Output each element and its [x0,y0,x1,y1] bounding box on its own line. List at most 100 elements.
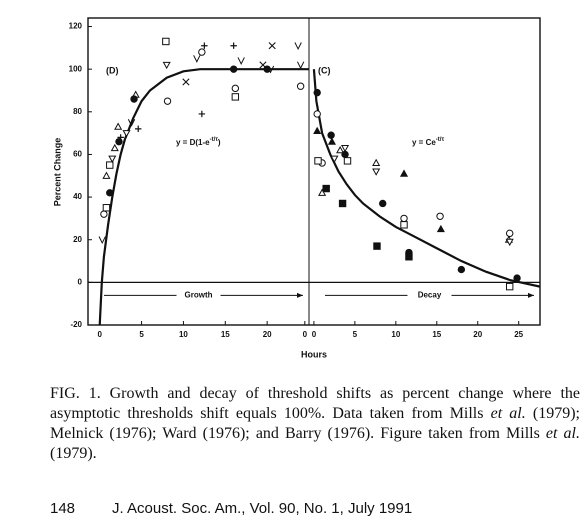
marker [231,93,240,101]
marker [373,242,381,250]
marker [201,42,208,49]
marker [230,42,237,49]
y-tick-label: 60 [73,150,82,159]
marker [198,110,206,118]
panel-label: (D) [106,65,119,75]
y-tick-label: 120 [69,22,83,31]
fit-curve [312,69,541,288]
x-tick-label: 0 [312,330,317,339]
marker [162,61,171,70]
caption-italic: et al. [490,405,526,422]
marker [513,274,521,282]
marker [457,265,466,274]
marker [343,157,352,165]
marker [229,65,238,73]
marker [372,168,381,176]
x-tick-label: 0 [303,330,308,339]
arrow-head [297,292,303,298]
marker [313,110,321,118]
x-tick-label: 5 [353,330,358,339]
marker [114,122,123,130]
equation-base: y = Ce [412,138,436,147]
caption-italic: et al. [545,425,580,442]
marker [505,238,514,247]
marker [294,42,302,51]
y-tick-label: 20 [73,235,82,244]
y-tick-label: 40 [73,192,82,201]
equation-base: y = D(1-e [176,138,210,147]
y-axis-label: Percent Change [52,138,62,207]
marker [106,189,114,197]
figure: Percent Change Hours (D) (C) y = D(1-e-t… [52,17,541,359]
marker [135,125,142,133]
marker [231,84,240,93]
marker [505,229,514,238]
x-tick-label: 20 [263,330,272,339]
marker [505,282,514,291]
marker [338,199,347,208]
equation-tail: ) [218,138,221,147]
x-tick-label: 15 [432,330,441,339]
journal-info: J. Acoust. Soc. Am., Vol. 90, No. 1, Jul… [112,500,413,517]
marker [198,48,206,56]
y-tick-label: 100 [69,64,83,73]
x-axis-label: Hours [301,349,327,359]
marker [122,130,131,138]
x-tick-label: 20 [473,330,482,339]
marker [436,224,445,233]
marker [313,126,322,135]
marker [340,144,350,153]
x-tick-label: 15 [221,330,230,339]
marker [327,137,336,145]
marker [330,155,339,163]
fit-curve [98,68,309,326]
caption-text: (1979); Melnick (1976); Ward (1976); and… [50,405,581,442]
marker [106,161,114,169]
marker [372,158,381,167]
figure-caption: FIG. 1. Growth and decay of threshold sh… [50,384,580,464]
marker [327,131,335,139]
marker [322,184,330,193]
caption-text: (1979). [50,445,97,462]
marker [318,188,327,196]
marker [379,199,387,208]
caption-text: FIG. 1. Growth and decay of threshold sh… [50,385,580,422]
equation: y = Ce-t/τ [412,137,444,148]
marker [400,221,408,229]
marker [163,97,172,105]
marker [193,55,201,63]
equation: y = D(1-e-t/τ) [176,137,221,148]
marker [296,61,305,70]
marker [296,82,305,90]
marker [102,171,111,179]
marker [102,204,111,212]
x-tick-label: 10 [391,330,400,339]
marker [400,214,408,223]
equation-exponent: -t/τ [436,137,445,143]
x-tick-label: 5 [139,330,144,339]
marker [336,145,345,154]
marker [108,155,117,163]
marker [313,88,321,97]
marker [268,42,276,50]
marker [436,212,444,220]
marker [314,157,322,165]
marker [130,95,138,103]
marker [162,37,170,46]
marker [100,210,108,218]
y-tick-label: 0 [78,277,83,286]
equation-exponent: -t/τ [210,137,219,143]
panel-label: (C) [318,65,331,75]
plot-frame [87,17,541,326]
marker [127,119,136,127]
marker [405,253,413,261]
page-number: 148 [50,500,76,517]
marker [399,169,409,177]
marker [98,236,106,245]
marker [237,57,245,65]
page-footer: 148 J. Acoust. Soc. Am., Vol. 90, No. 1, … [50,500,412,517]
y-tick-label: 80 [73,107,82,116]
marker [110,143,119,152]
arrow-label: Decay [418,290,442,299]
